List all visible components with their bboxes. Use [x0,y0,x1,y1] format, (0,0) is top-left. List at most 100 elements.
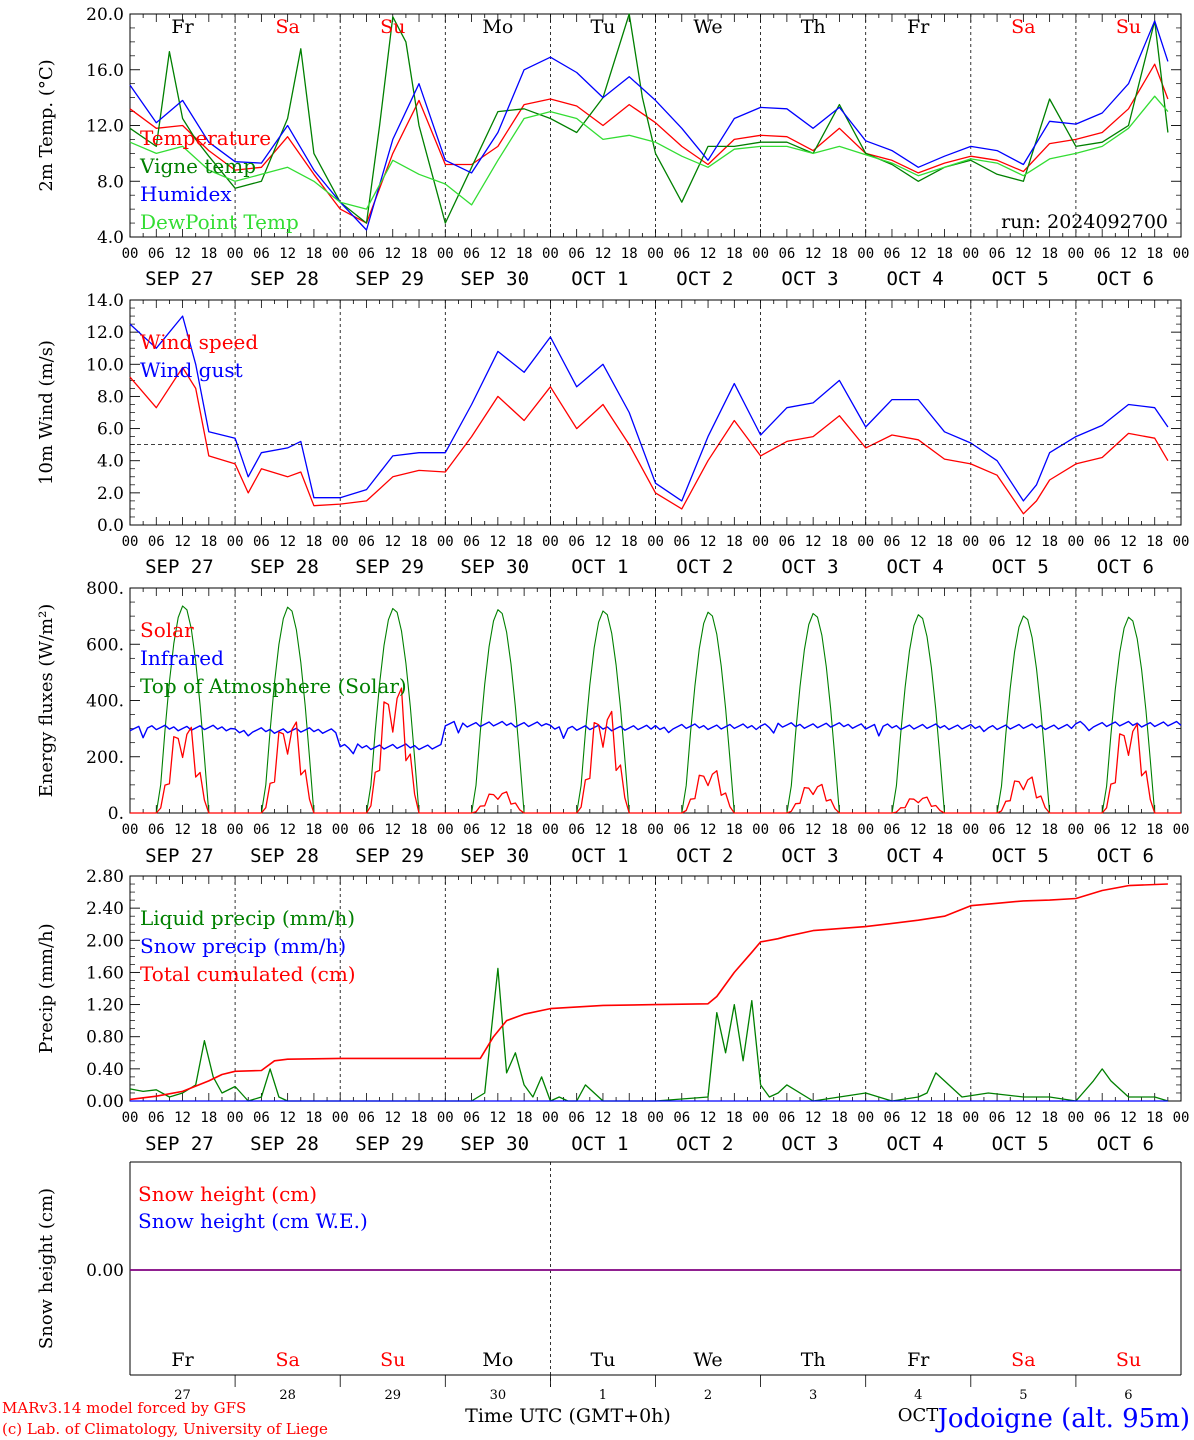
energy-hour-label: 06 [463,822,480,838]
energy-date-label: OCT 6 [1097,845,1154,867]
temp-hour-label: 00 [122,246,139,262]
precip-hour-label: 12 [700,1110,717,1126]
energy-hour-label: 12 [1015,822,1032,838]
wind-hour-label: 12 [384,534,401,550]
temp-hour-label: 12 [1015,246,1032,262]
precip-series-green [129,967,1169,1102]
temp-date-label: OCT 6 [1097,268,1154,290]
precip-hour-label: 18 [200,1110,217,1126]
energy-date-label: SEP 30 [460,845,529,867]
wind-date-label: SEP 27 [145,556,214,578]
precip-date-label: OCT 5 [992,1133,1049,1155]
energy-hour-label: 12 [279,822,296,838]
temp-weekday-label: We [693,16,722,38]
wind-y-tick-label: 6.0 [97,420,124,440]
snow-day-number: 6 [1124,1388,1132,1403]
month-label: OCT [898,1405,939,1426]
temp-weekday-label: Sa [275,16,299,38]
wind-date-label: OCT 1 [571,556,628,578]
temp-date-label: OCT 2 [676,268,733,290]
wind-hour-label: 00 [857,534,874,550]
snow-legend-item: Snow height (cm) [138,1182,317,1206]
energy-hour-label: 00 [857,822,874,838]
wind-legend-item: Wind gust [140,358,243,382]
energy-hour-label: 06 [1094,822,1111,838]
energy-hour-label: 06 [989,822,1006,838]
precip-hour-label: 06 [884,1110,901,1126]
snow-weekday-label: Fr [907,1349,930,1371]
temp-series-red [129,63,1169,224]
wind-hour-label: 12 [595,534,612,550]
temp-hour-label: 18 [200,246,217,262]
temp-y-tick-label: 12.0 [86,117,124,137]
wind-date-label: OCT 2 [676,556,733,578]
wind-y-tick-label: 10.0 [86,355,124,375]
energy-date-label: SEP 29 [355,845,424,867]
temp-weekday-label: Fr [907,16,930,38]
snow-weekday-label: Mo [482,1349,513,1371]
energy-hour-label: 18 [726,822,743,838]
precip-date-label: OCT 1 [571,1133,628,1155]
energy-hour-label: 06 [884,822,901,838]
energy-hour-label: 12 [174,822,191,838]
energy-hour-label: 12 [910,822,927,838]
precip-hour-label: 06 [463,1110,480,1126]
wind-y-tick-label: 12.0 [86,323,124,343]
wind-hour-label: 06 [463,534,480,550]
wind-hour-label: 00 [1173,534,1190,550]
temp-weekday-label: Sa [1011,16,1035,38]
wind-hour-label: 12 [1015,534,1032,550]
temp-hour-label: 12 [384,246,401,262]
station-label: Jodoigne (alt. 95m) [934,1404,1190,1434]
energy-series-solar [130,687,1181,814]
wind-hour-label: 12 [700,534,717,550]
snow-weekday-label: Tu [590,1349,615,1371]
precip-hour-label: 00 [542,1110,559,1126]
precip-y-tick-label: 2.00 [86,931,124,951]
energy-hour-label: 12 [595,822,612,838]
energy-hour-label: 12 [384,822,401,838]
energy-hour-label: 18 [305,822,322,838]
precip-hour-label: 18 [621,1110,638,1126]
temp-hour-label: 00 [752,246,769,262]
energy-hour-label: 00 [332,822,349,838]
wind-y-tick-label: 0.0 [97,516,124,536]
snow-day-number: 4 [914,1388,922,1403]
precip-hour-label: 12 [174,1110,191,1126]
energy-hour-label: 06 [253,822,270,838]
temp-legend-item: Temperature [140,126,271,150]
wind-date-label: OCT 6 [1097,556,1154,578]
precip-date-label: OCT 6 [1097,1133,1154,1155]
precip-hour-label: 18 [411,1110,428,1126]
energy-hour-label: 06 [568,822,585,838]
temp-date-label: OCT 3 [781,268,838,290]
energy-series-infrared [129,720,1182,755]
snow-y-axis-label: Snow height (cm) [36,1188,57,1349]
precip-date-label: SEP 29 [355,1133,424,1155]
temp-hour-label: 12 [489,246,506,262]
precip-y-tick-label: 1.20 [86,996,124,1016]
energy-hour-label: 00 [752,822,769,838]
precip-hour-label: 00 [752,1110,769,1126]
precip-hour-label: 18 [1041,1110,1058,1126]
snow-weekday-label: We [693,1349,722,1371]
temp-series-blue [129,20,1169,231]
precip-hour-label: 18 [305,1110,322,1126]
temp-y-axis-label: 2m Temp. (°C) [36,59,57,191]
temp-hour-label: 00 [857,246,874,262]
run-label: run: 2024092700 [1001,211,1168,233]
wind-hour-label: 00 [542,534,559,550]
snow-weekday-label: Su [1116,1349,1141,1371]
wind-hour-label: 00 [1067,534,1084,550]
wind-hour-label: 00 [122,534,139,550]
wind-hour-label: 12 [174,534,191,550]
precip-hour-label: 18 [936,1110,953,1126]
temp-weekday-label: Th [801,16,826,38]
temp-date-label: SEP 27 [145,268,214,290]
energy-hour-label: 18 [831,822,848,838]
precip-hour-label: 06 [989,1110,1006,1126]
temp-hour-label: 12 [1120,246,1137,262]
precip-legend-item: Snow precip (mm/h) [140,934,346,958]
temp-hour-label: 12 [910,246,927,262]
